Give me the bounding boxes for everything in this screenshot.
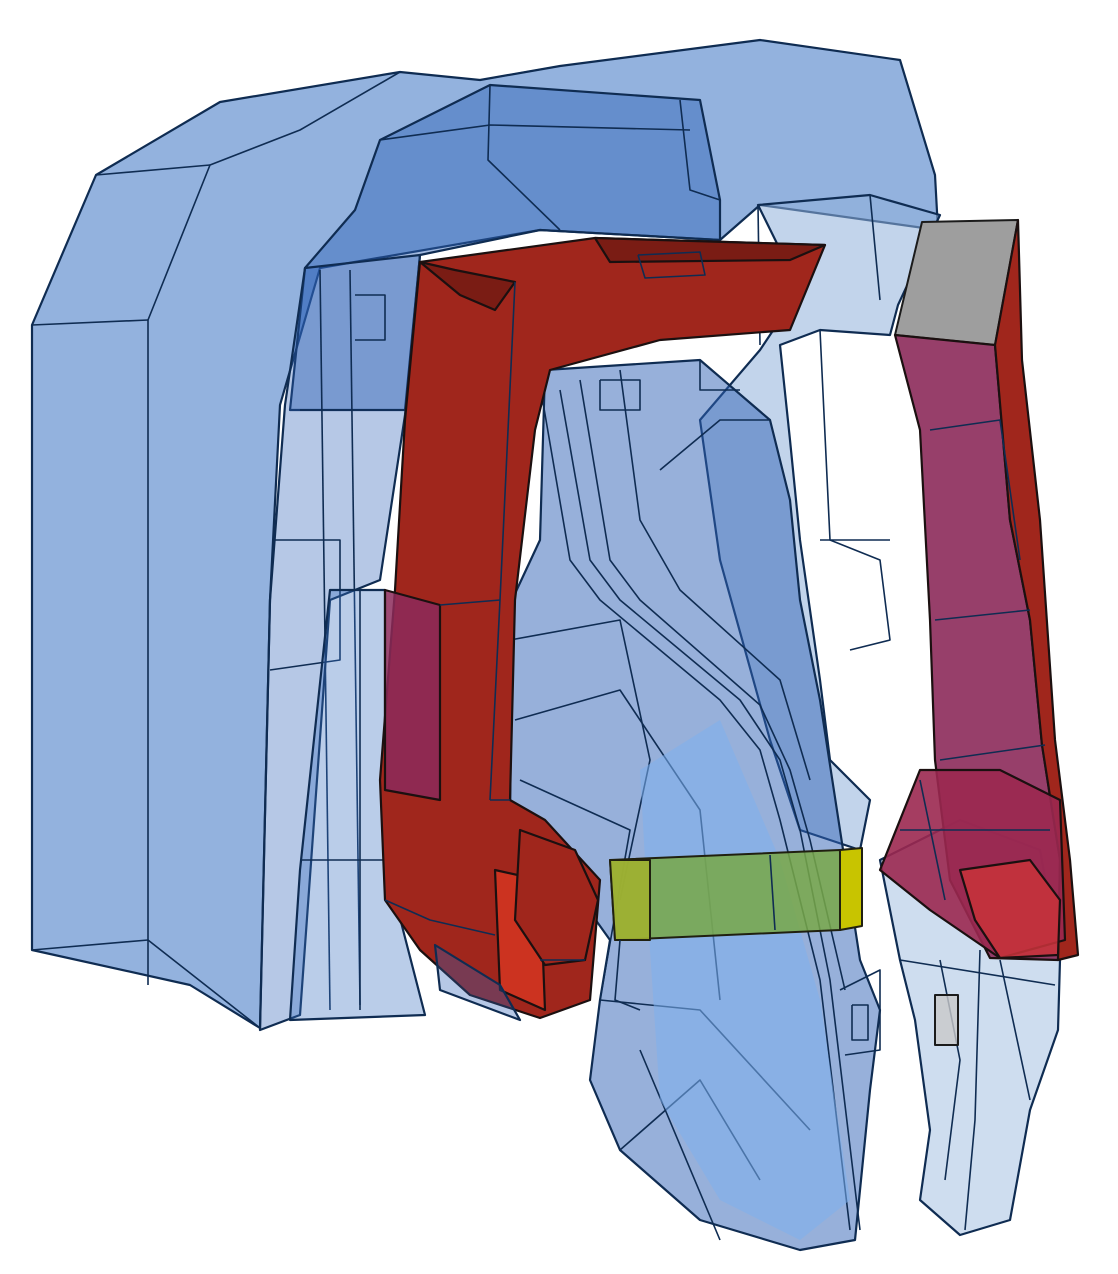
front-left-blocks [433, 939, 641, 1022]
yellow-block [609, 847, 863, 941]
left-red-frame [378, 236, 827, 1020]
right-red-frame [878, 218, 1080, 962]
center-jaw-highlight [640, 720, 850, 1240]
